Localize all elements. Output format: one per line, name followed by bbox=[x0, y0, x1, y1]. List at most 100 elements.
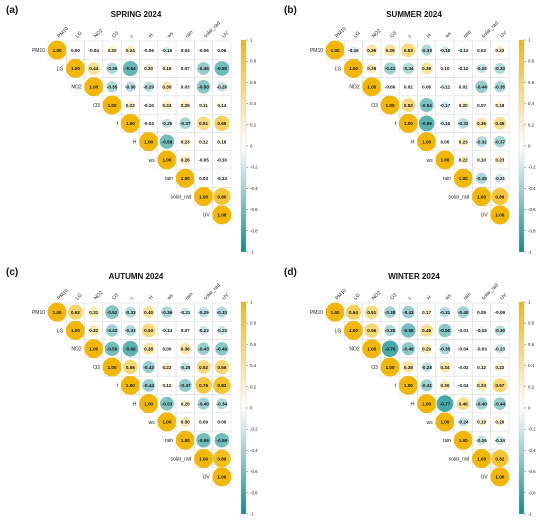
correlation-circle bbox=[402, 62, 414, 74]
correlation-circle bbox=[162, 100, 172, 110]
correlation-circle bbox=[435, 150, 455, 170]
colorbar-tick-label: 0.8 bbox=[250, 321, 257, 326]
correlation-value: 0.76 bbox=[199, 383, 208, 388]
column-label: UV bbox=[499, 30, 509, 40]
correlation-circle bbox=[453, 168, 473, 188]
correlation-value: 0.20 bbox=[459, 103, 468, 108]
colorbar-tick-label: 0.8 bbox=[528, 321, 535, 326]
correlation-circle bbox=[200, 101, 207, 109]
correlation-value: -0.64 bbox=[125, 66, 136, 71]
correlation-value: -0.38 bbox=[385, 310, 396, 315]
correlation-circle bbox=[67, 304, 83, 320]
colorbar-tick-label: 1 bbox=[250, 300, 253, 305]
column-label: H bbox=[426, 294, 433, 301]
correlation-circle bbox=[91, 48, 96, 53]
column-label: t bbox=[130, 296, 136, 302]
correlation-circle bbox=[325, 302, 345, 322]
column-label: O3 bbox=[111, 292, 120, 301]
column-label: NO2 bbox=[371, 290, 383, 302]
colorbar-tick-label: 0.2 bbox=[528, 384, 535, 389]
colorbar-tick-label: -0.8 bbox=[528, 228, 536, 233]
correlation-value: 0.00 bbox=[217, 420, 226, 425]
row-label: NO2 bbox=[349, 347, 360, 353]
correlation-circle bbox=[417, 394, 437, 414]
row-label: NO2 bbox=[71, 85, 82, 91]
correlation-value: 1.00 bbox=[349, 328, 358, 333]
column-label: rain bbox=[184, 291, 194, 301]
correlation-circle bbox=[215, 342, 229, 356]
correlation-value: 1.00 bbox=[89, 84, 98, 89]
colorbar-tick-label: 0.2 bbox=[250, 122, 257, 127]
correlation-circle bbox=[421, 44, 433, 56]
correlation-value: 0.04 bbox=[181, 48, 190, 53]
correlation-value: 0.22 bbox=[162, 365, 171, 370]
correlation-value: 0.52 bbox=[199, 365, 208, 370]
correlation-value: -0.47 bbox=[180, 383, 191, 388]
correlation-value: 1.00 bbox=[181, 438, 190, 443]
correlation-value: -0.06 bbox=[385, 84, 396, 89]
colorbar-tick-label: 0.6 bbox=[250, 80, 257, 85]
correlation-circle bbox=[343, 320, 363, 340]
correlation-circle bbox=[123, 359, 138, 375]
correlation-value: 1.00 bbox=[477, 194, 486, 199]
correlation-value: -0.29 bbox=[143, 84, 154, 89]
correlation-circle bbox=[218, 156, 225, 163]
correlation-value: 1.00 bbox=[71, 328, 80, 333]
correlation-circle bbox=[494, 81, 506, 93]
correlation-circle bbox=[218, 174, 226, 182]
correlation-circle bbox=[197, 397, 210, 410]
correlation-circle bbox=[441, 101, 449, 109]
correlation-value: 0.46 bbox=[459, 401, 468, 406]
correlation-circle bbox=[475, 80, 488, 94]
column-label: H bbox=[148, 32, 155, 39]
panel-title: SUMMER 2024 bbox=[386, 10, 442, 19]
correlation-circle bbox=[420, 62, 433, 75]
correlation-circle bbox=[472, 187, 492, 207]
correlation-value: -0.12 bbox=[440, 84, 451, 89]
correlation-value: -0.10 bbox=[217, 158, 228, 163]
correlation-value: 1.00 bbox=[53, 48, 62, 53]
correlation-circle bbox=[102, 95, 122, 115]
correlation-value: 0.28 bbox=[367, 66, 376, 71]
correlation-circle bbox=[366, 63, 377, 74]
colorbar-tick-label: 0 bbox=[250, 406, 253, 411]
correlation-value: 0.17 bbox=[422, 310, 431, 315]
correlation-value: -0.26 bbox=[217, 84, 228, 89]
correlation-value: 1.00 bbox=[477, 456, 486, 461]
correlation-value: 1.00 bbox=[199, 456, 208, 461]
row-label: LG bbox=[57, 328, 64, 334]
row-label: PM10 bbox=[310, 48, 323, 54]
correlation-value: 1.00 bbox=[367, 346, 376, 351]
colorbar-tick-label: -1 bbox=[528, 512, 532, 517]
correlation-value: -0.58 bbox=[162, 139, 173, 144]
correlation-value: 0.05 bbox=[440, 139, 449, 144]
correlation-circle bbox=[458, 417, 468, 427]
correlation-circle bbox=[87, 62, 101, 75]
row-label: ws bbox=[149, 420, 156, 426]
correlation-circle bbox=[461, 365, 465, 369]
correlation-circle bbox=[496, 309, 503, 316]
correlation-circle bbox=[212, 205, 232, 225]
correlation-circle bbox=[421, 343, 432, 354]
colorbar bbox=[240, 39, 247, 253]
correlation-circle bbox=[120, 113, 140, 133]
correlation-circle bbox=[362, 77, 382, 97]
column-label: PM10 bbox=[334, 26, 348, 40]
correlation-value: -0.31 bbox=[440, 310, 451, 315]
correlation-value: -0.14 bbox=[162, 328, 173, 333]
correlation-value: -0.28 bbox=[421, 365, 432, 370]
correlation-value: 0.34 bbox=[440, 365, 449, 370]
row-label: UV bbox=[203, 213, 211, 219]
correlation-circle bbox=[201, 157, 206, 163]
row-label: ws bbox=[149, 158, 156, 164]
correlation-circle bbox=[125, 81, 136, 92]
column-label: rain bbox=[462, 291, 472, 301]
correlation-value: 0.33 bbox=[477, 383, 486, 388]
colorbar-tick-label: 1 bbox=[250, 38, 253, 43]
correlation-value: 1.00 bbox=[349, 66, 358, 71]
correlation-circle bbox=[178, 378, 192, 392]
correlation-circle bbox=[380, 95, 400, 115]
row-label: t bbox=[395, 121, 397, 127]
colorbar-tick-label: 0.8 bbox=[528, 59, 535, 64]
correlation-value: -0.50 bbox=[198, 84, 209, 89]
